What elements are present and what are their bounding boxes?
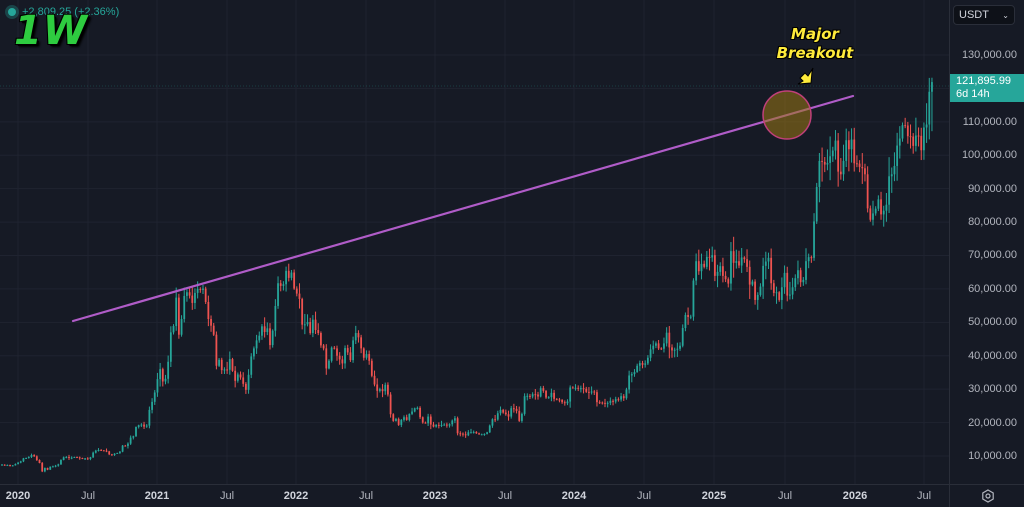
timeframe-overlay-label: 1W: [14, 8, 88, 54]
time-tick-label: Jul: [777, 490, 793, 502]
candlestick-series: [1, 77, 931, 473]
status-dot-icon: [8, 8, 16, 16]
currency-value: USDT: [959, 9, 989, 21]
price-tick-label: 40,000.00: [968, 349, 1017, 362]
chart-legend: +2,809.25 (+2.36%): [8, 6, 119, 18]
price-tick-label: 20,000.00: [968, 416, 1017, 429]
settings-button[interactable]: [949, 484, 1024, 507]
last-price-badge: 121,895.99 6d 14h: [950, 74, 1024, 102]
time-tick-label: Jul: [636, 490, 652, 502]
time-tick-label: 2023: [422, 490, 448, 502]
currency-select[interactable]: USDT ⌄: [953, 5, 1015, 25]
time-tick-label: Jul: [219, 490, 235, 502]
time-tick-label: 2022: [283, 490, 309, 502]
arrow-icon: [797, 67, 814, 85]
price-tick-label: 130,000.00: [961, 48, 1017, 61]
time-tick-label: 2024: [561, 490, 587, 502]
price-tick-label: 50,000.00: [968, 316, 1017, 329]
time-tick-label: Jul: [358, 490, 374, 502]
price-tick-label: 70,000.00: [968, 249, 1017, 262]
time-tick-label: 2025: [701, 490, 727, 502]
price-tick-label: 90,000.00: [968, 182, 1017, 195]
price-tick-label: 10,000.00: [968, 450, 1017, 462]
bar-countdown: 6d 14h: [956, 88, 990, 100]
price-tick-label: 100,000.00: [961, 149, 1017, 162]
breakout-highlight-circle[interactable]: [762, 90, 812, 140]
time-tick-label: Jul: [80, 490, 96, 502]
breakout-annotation: Major Breakout: [770, 25, 860, 63]
last-candle: [931, 77, 933, 132]
time-tick-label: 2020: [5, 490, 31, 502]
time-tick-label: 2026: [842, 490, 868, 502]
price-tick-label: 60,000.00: [968, 282, 1017, 295]
annotation-line-2: Breakout: [776, 44, 854, 62]
time-tick-label: Jul: [497, 490, 513, 502]
annotation-line-1: Major: [791, 25, 839, 43]
last-price-value: 121,895.99: [956, 75, 1012, 87]
chevron-down-icon: ⌄: [1002, 10, 1009, 20]
gear-icon: [981, 489, 994, 503]
price-axis[interactable]: 10,000.00 20,000.00 30,000.00 40,000.00 50,0…: [949, 0, 1024, 484]
trendline[interactable]: [71, 94, 855, 323]
time-tick-label: Jul: [916, 490, 932, 502]
price-tick-label: 110,000.00: [962, 115, 1017, 128]
price-tick-label: 80,000.00: [968, 216, 1017, 229]
plot-area[interactable]: [0, 0, 949, 484]
price-tick-label: 30,000.00: [968, 383, 1017, 396]
time-axis[interactable]: 2020 Jul 2021 Jul 2022 Jul 2023 Jul 2024 Jul 2025 J…: [0, 484, 949, 507]
price-change-text: +2,809.25 (+2.36%): [22, 6, 120, 18]
time-tick-label: 2021: [144, 490, 170, 502]
grid-lines: [0, 0, 949, 484]
